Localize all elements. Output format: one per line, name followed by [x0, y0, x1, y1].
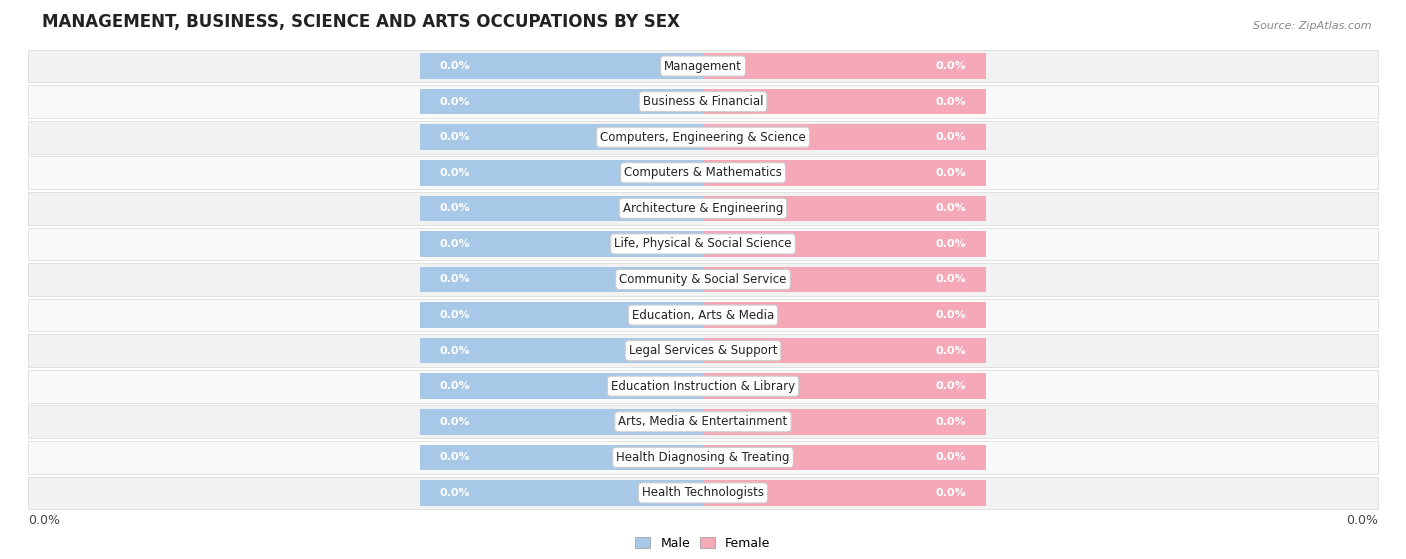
- Text: 0.0%: 0.0%: [935, 345, 966, 356]
- Bar: [419, 373, 703, 399]
- Text: 0.0%: 0.0%: [440, 97, 471, 107]
- Text: Education Instruction & Library: Education Instruction & Library: [612, 380, 794, 393]
- Text: 0.0%: 0.0%: [935, 203, 966, 214]
- Bar: [28, 477, 1378, 509]
- Bar: [703, 267, 987, 292]
- Bar: [703, 196, 987, 221]
- Text: 0.0%: 0.0%: [935, 132, 966, 142]
- Text: 0.0%: 0.0%: [28, 514, 60, 527]
- Bar: [28, 86, 1378, 118]
- Text: 0.0%: 0.0%: [935, 274, 966, 285]
- Bar: [703, 302, 987, 328]
- Text: 0.0%: 0.0%: [935, 310, 966, 320]
- Bar: [28, 228, 1378, 260]
- Bar: [28, 370, 1378, 402]
- Bar: [703, 338, 987, 363]
- Bar: [28, 157, 1378, 189]
- Text: 0.0%: 0.0%: [935, 61, 966, 71]
- Bar: [703, 53, 987, 79]
- Text: 0.0%: 0.0%: [935, 452, 966, 462]
- Text: 0.0%: 0.0%: [935, 417, 966, 427]
- Text: Health Diagnosing & Treating: Health Diagnosing & Treating: [616, 451, 790, 464]
- Bar: [419, 409, 703, 434]
- Text: 0.0%: 0.0%: [935, 488, 966, 498]
- Bar: [419, 338, 703, 363]
- Bar: [703, 373, 987, 399]
- Legend: Male, Female: Male, Female: [630, 532, 776, 555]
- Bar: [703, 480, 987, 506]
- Bar: [419, 196, 703, 221]
- Bar: [419, 89, 703, 115]
- Bar: [419, 267, 703, 292]
- Bar: [419, 480, 703, 506]
- Text: 0.0%: 0.0%: [440, 345, 471, 356]
- Bar: [703, 444, 987, 470]
- Text: Life, Physical & Social Science: Life, Physical & Social Science: [614, 238, 792, 250]
- Text: 0.0%: 0.0%: [440, 61, 471, 71]
- Text: 0.0%: 0.0%: [440, 381, 471, 391]
- Text: 0.0%: 0.0%: [440, 239, 471, 249]
- Text: Computers, Engineering & Science: Computers, Engineering & Science: [600, 131, 806, 144]
- Text: 0.0%: 0.0%: [440, 310, 471, 320]
- Bar: [419, 444, 703, 470]
- Text: 0.0%: 0.0%: [440, 203, 471, 214]
- Bar: [703, 231, 987, 257]
- Bar: [419, 160, 703, 186]
- Bar: [28, 121, 1378, 154]
- Bar: [28, 334, 1378, 367]
- Bar: [419, 302, 703, 328]
- Text: Community & Social Service: Community & Social Service: [619, 273, 787, 286]
- Text: Arts, Media & Entertainment: Arts, Media & Entertainment: [619, 415, 787, 428]
- Text: Education, Arts & Media: Education, Arts & Media: [631, 309, 775, 321]
- Text: 0.0%: 0.0%: [440, 452, 471, 462]
- Text: Business & Financial: Business & Financial: [643, 95, 763, 108]
- Bar: [419, 125, 703, 150]
- Text: 0.0%: 0.0%: [440, 417, 471, 427]
- Text: Legal Services & Support: Legal Services & Support: [628, 344, 778, 357]
- Text: 0.0%: 0.0%: [935, 381, 966, 391]
- Bar: [28, 50, 1378, 82]
- Text: Architecture & Engineering: Architecture & Engineering: [623, 202, 783, 215]
- Text: MANAGEMENT, BUSINESS, SCIENCE AND ARTS OCCUPATIONS BY SEX: MANAGEMENT, BUSINESS, SCIENCE AND ARTS O…: [42, 13, 679, 31]
- Bar: [419, 53, 703, 79]
- Bar: [703, 409, 987, 434]
- Bar: [28, 405, 1378, 438]
- Bar: [28, 441, 1378, 473]
- Bar: [28, 263, 1378, 296]
- Bar: [703, 160, 987, 186]
- Text: 0.0%: 0.0%: [440, 132, 471, 142]
- Text: 0.0%: 0.0%: [935, 168, 966, 178]
- Bar: [419, 231, 703, 257]
- Text: Management: Management: [664, 60, 742, 73]
- Text: Health Technologists: Health Technologists: [643, 486, 763, 499]
- Bar: [703, 125, 987, 150]
- Text: Source: ZipAtlas.com: Source: ZipAtlas.com: [1253, 21, 1371, 31]
- Bar: [28, 299, 1378, 331]
- Bar: [28, 192, 1378, 225]
- Text: 0.0%: 0.0%: [935, 97, 966, 107]
- Text: 0.0%: 0.0%: [935, 239, 966, 249]
- Text: Computers & Mathematics: Computers & Mathematics: [624, 166, 782, 179]
- Bar: [703, 89, 987, 115]
- Text: 0.0%: 0.0%: [1346, 514, 1378, 527]
- Text: 0.0%: 0.0%: [440, 168, 471, 178]
- Text: 0.0%: 0.0%: [440, 274, 471, 285]
- Text: 0.0%: 0.0%: [440, 488, 471, 498]
